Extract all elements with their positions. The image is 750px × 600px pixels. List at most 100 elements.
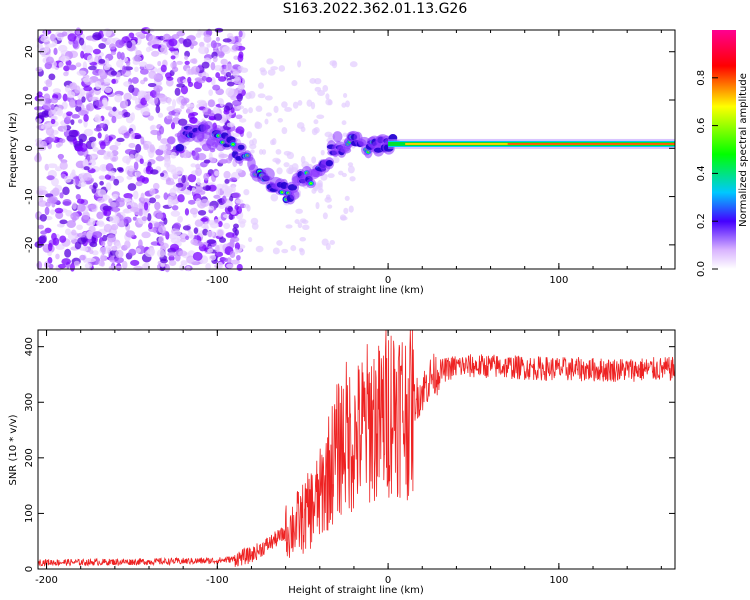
spectrogram-noise-blob xyxy=(153,222,161,228)
spectrogram-noise-blob xyxy=(229,239,235,248)
spectrogram-noise-blob xyxy=(133,161,139,171)
spectrogram-noise-blob xyxy=(128,84,135,94)
spectrogram-noise-blob xyxy=(275,160,280,165)
spectrogram-noise-blob xyxy=(89,184,94,190)
spectrogram-noise-blob xyxy=(131,76,139,84)
spectrogram-noise-blob xyxy=(250,149,255,154)
spectrogram-noise-blob xyxy=(171,205,179,211)
spectrogram-noise-blob xyxy=(71,169,76,177)
spectrogram-noise-blob xyxy=(233,76,242,85)
spectrogram-noise-blob xyxy=(98,123,106,129)
spectrogram-noise-blob xyxy=(320,149,325,156)
spectrogram-noise-blob xyxy=(62,198,72,207)
spectrogram-noise-blob xyxy=(158,235,165,245)
spectrogram-noise-blob xyxy=(230,95,238,101)
colorbar: 0.0 0.2 0.4 0.6 0.8 Normalized spectral ampl… xyxy=(696,30,749,277)
spectrogram-noise-blob xyxy=(112,193,119,200)
spectrogram-noise-blob xyxy=(97,197,105,203)
spectrogram-noise-blob xyxy=(277,118,284,123)
spectrogram-noise-blob xyxy=(168,255,175,262)
spectrogram-noise-blob xyxy=(127,183,137,191)
spectrogram-noise-blob xyxy=(73,260,80,267)
spectrogram-noise-blob xyxy=(103,208,112,217)
spectrogram-noise-blob xyxy=(236,254,241,261)
spectrogram-noise-blob xyxy=(128,142,136,149)
colorbar-tick-label: 0.4 xyxy=(696,165,707,181)
spectrogram-noise-blob xyxy=(145,63,154,69)
spectrogram-noise-blob xyxy=(234,242,241,250)
spectrogram-noise-blob xyxy=(233,223,239,229)
spectrogram-noise-blob xyxy=(119,197,125,203)
spectrogram-noise-blob xyxy=(217,229,224,237)
spectrogram-noise-blob xyxy=(212,55,218,63)
spectrogram-noise-blob xyxy=(153,96,159,105)
spectrogram-noise-blob xyxy=(214,251,224,257)
spectrogram-noise-blob xyxy=(76,70,87,77)
spectrogram-noise-blob xyxy=(192,251,203,261)
spectrogram-noise-blob xyxy=(123,92,132,102)
spectrogram-noise-blob xyxy=(218,204,226,210)
spectrogram-noise-blob xyxy=(318,183,323,188)
x-tick-label: -100 xyxy=(206,575,229,586)
spectrogram-noise-blob xyxy=(187,231,194,238)
spectrogram-noise-blob xyxy=(74,85,81,94)
spectrogram-noise-blob xyxy=(120,52,125,61)
spectrogram-noise-blob xyxy=(64,228,71,235)
spectrogram-noise-blob xyxy=(236,93,243,102)
spectrogram-noise-blob xyxy=(118,110,123,115)
spectrogram-noise-blob xyxy=(223,170,231,179)
spectrogram-noise-blob xyxy=(182,225,191,231)
spectrogram-noise-blob xyxy=(110,70,118,76)
spectrogram-noise-blob xyxy=(58,153,63,161)
spectrogram-noise-blob xyxy=(172,230,182,236)
spectrogram-noise-blob xyxy=(243,188,250,196)
spectrogram-noise-blob xyxy=(281,248,289,254)
spectrogram-noise-blob xyxy=(57,263,67,269)
spectrogram-noise-blob xyxy=(141,216,148,222)
spectrogram-noise-blob xyxy=(97,189,107,197)
spectrogram-noise-blob xyxy=(317,89,326,97)
spectrogram-noise-blob xyxy=(265,112,272,117)
spectrogram-noise-blob xyxy=(130,259,140,266)
spectrogram-noise-blob xyxy=(191,58,198,65)
spectrogram-noise-blob xyxy=(257,82,265,89)
colorbar-tick-label: 0.6 xyxy=(696,118,707,134)
spectrogram-noise-blob xyxy=(105,58,110,67)
y-tick-label: -20 xyxy=(24,237,35,253)
spectrogram-carrier-band xyxy=(388,138,675,149)
spectrogram-noise-blob xyxy=(59,235,67,243)
spectrogram-noise-blob xyxy=(195,198,201,205)
spectrogram-noise-blob xyxy=(98,175,106,180)
spectrogram-noise-blob xyxy=(56,223,65,228)
spectrogram-noise-blob xyxy=(55,253,60,260)
spectrogram-noise-blob xyxy=(199,199,210,207)
spectrogram-noise-blob xyxy=(45,127,55,136)
spectrogram-noise-blob xyxy=(167,198,173,208)
spectrogram-noise-blob xyxy=(110,223,119,231)
spectrogram-noise-blob xyxy=(276,167,283,175)
spectrogram-noise-blob xyxy=(267,69,276,76)
spectrogram-noise-blob xyxy=(192,151,200,161)
spectrogram-noise-blob xyxy=(201,76,208,81)
spectrogram-noise-blob xyxy=(186,255,195,264)
spectrogram-noise-blob xyxy=(184,60,190,65)
spectrogram-noise-blob xyxy=(188,199,196,205)
spectrogram-noise-blob xyxy=(77,119,83,124)
spectrogram-noise-blob xyxy=(78,37,85,46)
spectrogram-noise-blob xyxy=(220,58,228,65)
spectrogram-noise-blob xyxy=(107,170,116,176)
spectrogram-noise-blob xyxy=(178,250,188,257)
spectrogram-noise-blob xyxy=(149,144,155,153)
spectrogram-noise-blob xyxy=(322,212,328,220)
spectrogram-noise-blob xyxy=(83,166,90,171)
spectrogram-noise-blob xyxy=(218,159,228,164)
spectrogram-noise-blob xyxy=(127,204,132,210)
spectrogram-noise-blob xyxy=(96,149,107,156)
spectrogram-noise-blob xyxy=(272,247,280,255)
spectrogram-noise-blob xyxy=(114,113,124,119)
spectrogram-noise-blob xyxy=(77,237,87,245)
spectrogram-noise-blob xyxy=(152,182,160,190)
spectrogram-noise-blob xyxy=(51,187,60,197)
spectrogram-noise-blob xyxy=(195,167,202,177)
